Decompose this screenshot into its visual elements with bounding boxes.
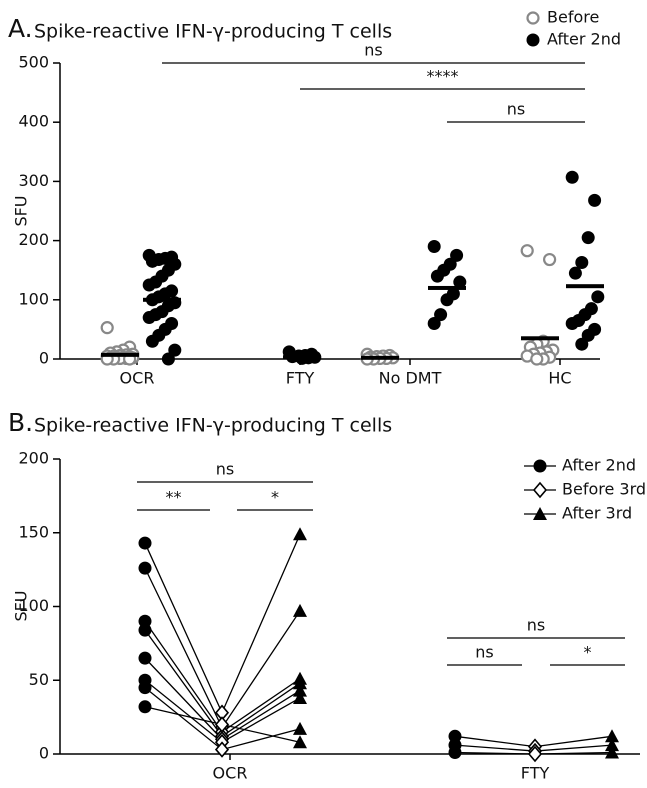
data-point — [453, 275, 467, 289]
mean-bar — [566, 284, 604, 289]
data-point — [138, 561, 152, 575]
x-tick-label: No DMT — [379, 369, 442, 388]
significance-label: ns — [527, 616, 545, 635]
data-point — [214, 741, 230, 758]
data-point — [440, 293, 454, 307]
data-point — [138, 651, 152, 665]
data-point — [526, 33, 540, 47]
data-point — [138, 700, 152, 714]
mean-bar — [143, 297, 181, 302]
data-point — [293, 690, 307, 704]
data-point — [427, 240, 441, 254]
legend-label: Before 3rd — [562, 480, 646, 499]
x-tick-label: OCR — [213, 764, 248, 783]
data-point — [448, 746, 462, 760]
significance-label: ** — [166, 488, 182, 507]
x-tick-label: FTY — [521, 764, 550, 783]
y-tick-label: 0 — [39, 744, 49, 763]
data-point — [293, 676, 307, 690]
data-point — [145, 254, 159, 268]
y-tick-label: 200 — [18, 230, 49, 249]
data-point — [161, 352, 175, 366]
legend-label: After 2nd — [547, 30, 621, 49]
y-tick-label: 200 — [18, 449, 49, 468]
mean-bar — [428, 285, 466, 290]
significance-label: * — [271, 488, 279, 507]
data-point — [533, 459, 547, 473]
legend-label: After 3rd — [562, 504, 632, 523]
mean-bar — [101, 352, 139, 357]
y-axis-label: SFU — [12, 195, 31, 226]
data-point — [575, 256, 589, 270]
data-point — [142, 278, 156, 292]
data-point — [100, 321, 114, 335]
data-point — [293, 603, 307, 617]
y-tick-label: 400 — [18, 112, 49, 131]
data-point — [427, 316, 441, 330]
data-point — [530, 352, 544, 366]
data-point — [138, 623, 152, 637]
data-point — [138, 536, 152, 550]
data-point — [293, 735, 307, 749]
panel-label: B. — [8, 408, 33, 437]
subject-line — [144, 567, 301, 729]
legend-label: Before — [547, 8, 599, 27]
data-point — [293, 721, 307, 735]
data-point — [526, 11, 540, 25]
data-point — [588, 193, 602, 207]
significance-label: ns — [475, 643, 493, 662]
data-point — [145, 334, 159, 348]
data-point — [565, 316, 579, 330]
data-point — [214, 716, 230, 733]
data-point — [138, 681, 152, 695]
data-point — [591, 290, 605, 304]
data-point — [565, 170, 579, 184]
significance-label: * — [584, 643, 592, 662]
panel-label: A. — [8, 14, 33, 43]
data-point — [581, 231, 595, 245]
data-point — [533, 507, 547, 520]
data-point — [520, 244, 534, 258]
chart-title: Spike-reactive IFN-γ-producing T cells — [34, 415, 392, 437]
data-point — [568, 266, 582, 280]
mean-bar — [361, 355, 399, 360]
significance-label: **** — [427, 67, 459, 86]
y-tick-label: 100 — [18, 596, 49, 615]
x-tick-label: FTY — [286, 369, 315, 388]
y-tick-label: 50 — [29, 670, 49, 689]
data-point — [605, 729, 619, 743]
y-tick-label: 500 — [18, 53, 49, 72]
y-axis-label: SFU — [12, 590, 31, 621]
y-tick-label: 100 — [18, 289, 49, 308]
data-point — [430, 269, 444, 283]
data-point — [293, 683, 307, 697]
y-tick-label: 150 — [18, 522, 49, 541]
legend-label: After 2nd — [562, 456, 636, 475]
significance-label: ns — [507, 100, 525, 119]
data-point — [527, 745, 543, 763]
significance-label: ns — [216, 460, 234, 479]
data-point — [575, 337, 589, 351]
y-tick-label: 300 — [18, 171, 49, 190]
chart-title: Spike-reactive IFN-γ-producing T cells — [34, 21, 392, 43]
x-tick-label: HC — [548, 369, 571, 388]
mean-bar — [283, 355, 321, 360]
data-point — [142, 311, 156, 325]
subject-line — [144, 533, 301, 715]
data-point — [293, 527, 307, 541]
data-point — [605, 745, 619, 759]
data-point — [532, 481, 548, 499]
data-point — [542, 252, 557, 267]
data-point — [605, 738, 619, 752]
x-tick-label: OCR — [120, 369, 155, 388]
significance-label: ns — [364, 41, 382, 60]
y-tick-label: 0 — [39, 349, 49, 368]
mean-bar — [521, 336, 559, 341]
